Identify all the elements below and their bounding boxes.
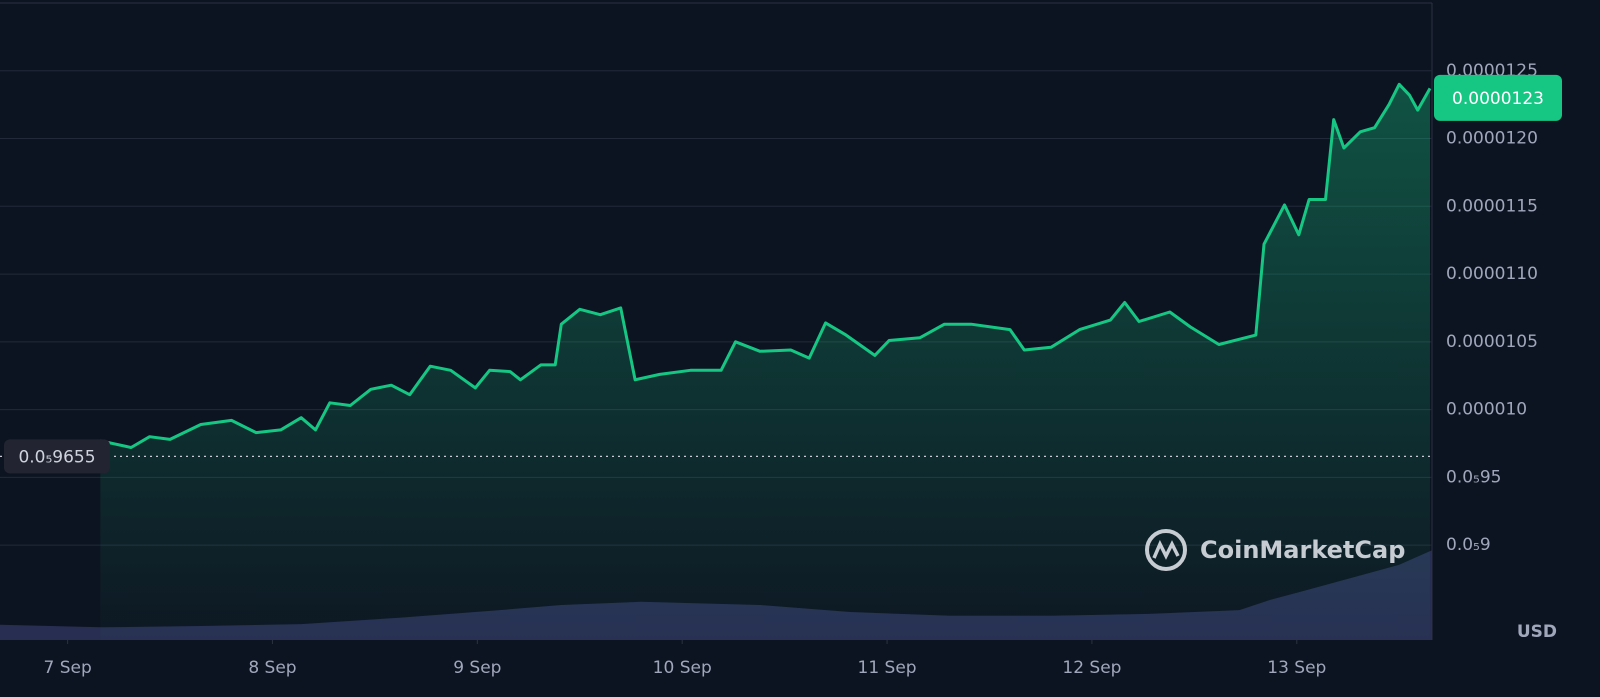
x-tick-label: 13 Sep: [1267, 658, 1326, 678]
x-tick-label: 7 Sep: [43, 658, 91, 678]
y-tick-label: 0.0₅9: [1446, 535, 1491, 555]
price-line: [100, 82, 1432, 449]
x-tick-label: 11 Sep: [858, 658, 917, 678]
current-price-label: 0.0000123: [1452, 89, 1544, 109]
price-area: [100, 84, 1430, 641]
y-tick-label: 0.0₅95: [1446, 467, 1501, 487]
y-tick-label: 0.0000105: [1446, 332, 1538, 352]
x-tick-label: 12 Sep: [1062, 658, 1121, 678]
x-tick-label: 10 Sep: [653, 658, 712, 678]
watermark: CoinMarketCap: [1145, 529, 1405, 571]
plot: [0, 82, 1432, 641]
watermark-text: CoinMarketCap: [1200, 536, 1405, 564]
logo-mark: [1152, 539, 1180, 560]
currency: USD: [1517, 622, 1557, 642]
y-tick-label: 0.000010: [1446, 400, 1527, 420]
y-tick-label: 0.0000110: [1446, 264, 1538, 284]
labels: 0.00001250.00001200.00001150.00001100.00…: [4, 61, 1562, 678]
y-tick-label: 0.0000115: [1446, 196, 1538, 216]
current-price-badge: [1434, 74, 1562, 121]
x-tick-label: 9 Sep: [453, 658, 501, 678]
x-tick-label: 8 Sep: [248, 658, 296, 678]
y-tick-label: 0.0000120: [1446, 129, 1538, 149]
reference-label: 0.0₅9655: [18, 447, 95, 467]
reference-badge: [4, 439, 110, 474]
logo: [1145, 529, 1187, 571]
